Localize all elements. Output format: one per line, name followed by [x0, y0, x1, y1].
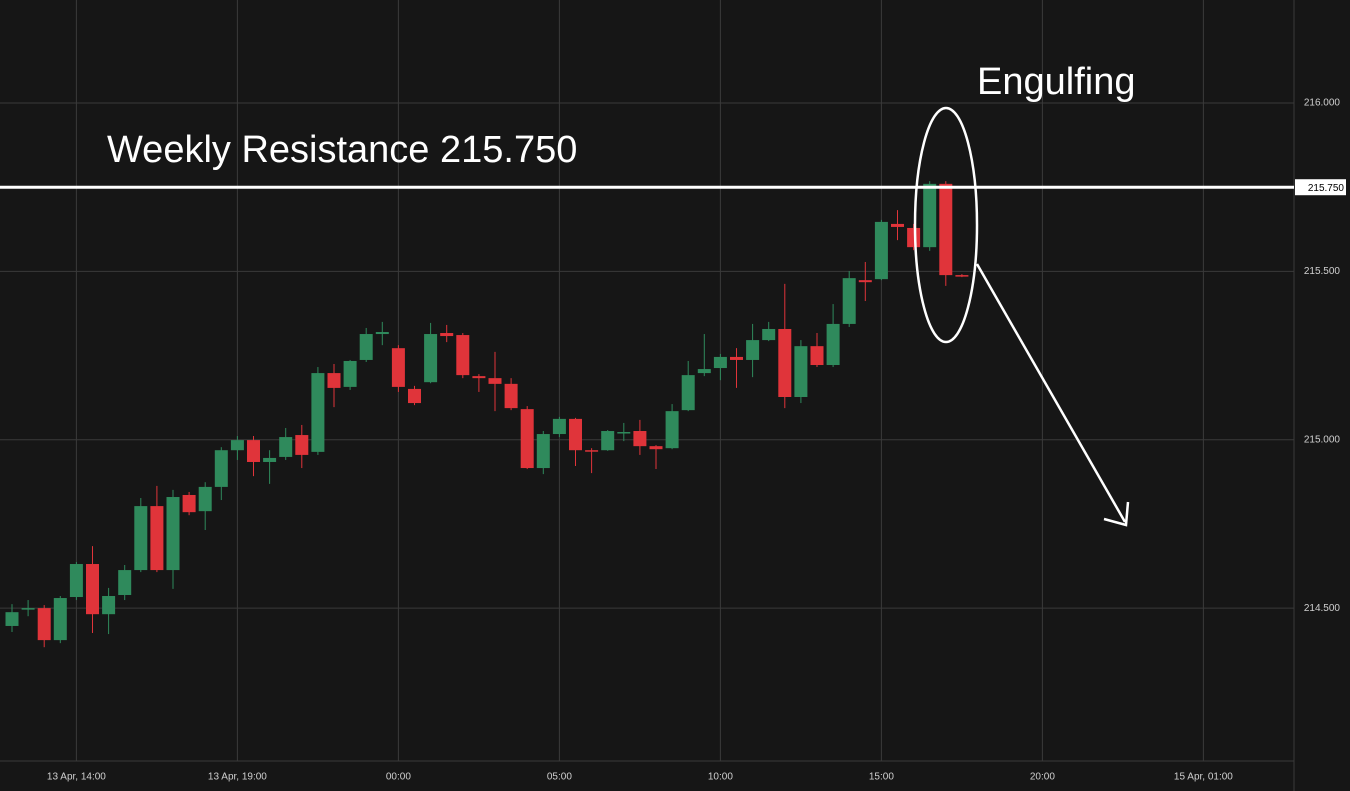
candle-body: [955, 275, 969, 277]
candle-body: [778, 328, 792, 397]
x-tick-label: 10:00: [708, 772, 733, 783]
candle-body: [842, 278, 856, 324]
candle-body: [585, 450, 599, 452]
x-tick-label: 13 Apr, 19:00: [208, 772, 267, 783]
candle-body: [649, 446, 663, 450]
candle-body: [295, 435, 309, 455]
candle-body: [633, 431, 647, 447]
candle-body: [440, 333, 454, 337]
candle-body: [520, 409, 534, 469]
candle-body: [504, 383, 518, 409]
resistance-badge: [1295, 179, 1346, 196]
candle-body: [375, 332, 389, 335]
candle-body: [391, 348, 405, 387]
candle-body: [810, 346, 824, 366]
y-tick-label: 216.000: [1304, 98, 1341, 109]
grid: [0, 0, 1294, 761]
candle-body: [456, 335, 470, 376]
candle-body: [166, 497, 180, 571]
candle-body: [118, 570, 132, 595]
candle-body: [874, 221, 888, 280]
candle-body: [53, 598, 67, 641]
candle-body: [230, 440, 244, 451]
candle-body: [923, 183, 937, 248]
highlight-ellipse: [913, 106, 979, 344]
y-tick-label: 214.500: [1304, 603, 1341, 614]
candle-body: [21, 608, 35, 610]
annotation: Engulfing: [977, 61, 1135, 103]
candle-body: [5, 612, 19, 626]
candle-body: [907, 227, 921, 248]
candles: [5, 181, 969, 648]
annotation: Weekly Resistance 215.750: [107, 129, 577, 171]
candle-body: [359, 334, 373, 360]
candle-body: [681, 375, 695, 411]
candle-body: [247, 440, 260, 462]
candle-body: [311, 373, 325, 452]
candle-body: [37, 608, 51, 641]
candle-body: [408, 388, 421, 404]
candle-body: [214, 450, 228, 487]
x-tick-label: 13 Apr, 14:00: [47, 772, 106, 783]
candle-body: [891, 223, 904, 227]
resistance-label: 215.750: [1308, 183, 1345, 194]
candle-body: [472, 376, 486, 379]
candle-body: [343, 360, 357, 387]
candle-body: [86, 564, 99, 615]
candle-body: [713, 356, 727, 369]
candle-body: [69, 564, 83, 598]
overlay: 215.750: [0, 179, 1346, 196]
candle-body: [327, 373, 341, 388]
candle-body: [746, 340, 760, 360]
x-tick-label: 15:00: [869, 772, 894, 783]
candle-body: [150, 506, 164, 571]
candle-body: [279, 437, 293, 457]
candle-body: [569, 418, 582, 451]
candle-body: [858, 280, 872, 283]
candle-body: [665, 411, 679, 449]
x-tick-label: 15 Apr, 01:00: [1174, 772, 1233, 783]
x-tick-label: 00:00: [386, 772, 411, 783]
candle-body: [424, 334, 438, 383]
candle-body: [198, 486, 212, 512]
y-tick-label: 215.500: [1304, 266, 1341, 277]
candle-body: [601, 431, 615, 451]
x-tick-label: 05:00: [547, 772, 572, 783]
candle-body: [102, 596, 116, 615]
candle-body: [939, 183, 953, 276]
candle-body: [794, 346, 808, 397]
candle-body: [263, 457, 277, 462]
candle-body: [617, 432, 631, 434]
arrow: [975, 263, 1130, 527]
candle-body: [826, 323, 840, 366]
candle-body: [536, 434, 550, 469]
candle-body: [762, 328, 776, 341]
y-tick-label: 215.000: [1304, 434, 1341, 445]
candle-body: [182, 494, 196, 513]
x-tick-label: 20:00: [1030, 772, 1055, 783]
candle-body: [730, 356, 743, 360]
candle-body: [697, 369, 711, 374]
candle-body: [488, 378, 502, 384]
candle-body: [134, 506, 148, 571]
candle-body: [552, 418, 566, 435]
